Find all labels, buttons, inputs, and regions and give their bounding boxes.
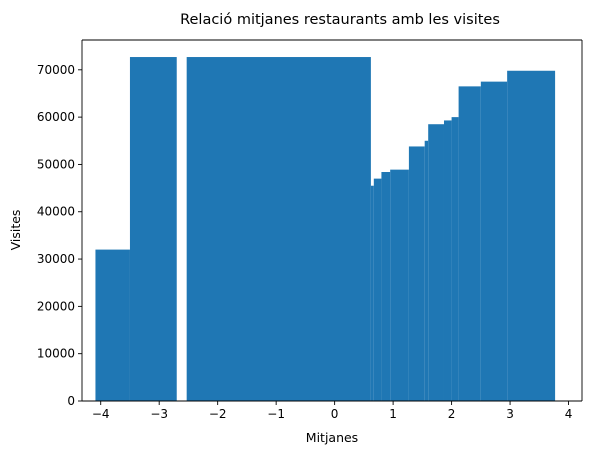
y-tick-label: 0: [67, 394, 75, 408]
bar-3: [370, 185, 374, 401]
y-tick-label: 40000: [37, 205, 75, 219]
bar-9: [428, 124, 444, 401]
x-tick-label: 2: [448, 407, 456, 421]
x-axis-label: Mitjanes: [306, 430, 358, 445]
bar-13: [480, 81, 508, 401]
x-tick-label: 3: [506, 407, 514, 421]
y-tick-label: 30000: [37, 252, 75, 266]
bar-0: [95, 249, 130, 401]
y-tick-label: 50000: [37, 157, 75, 171]
x-tick-label: 4: [565, 407, 573, 421]
bar-8: [424, 140, 429, 401]
y-tick-label: 20000: [37, 299, 75, 313]
x-tick-label: 1: [389, 407, 397, 421]
y-tick-label: 70000: [37, 63, 75, 77]
bar-12: [458, 86, 481, 401]
bar-4: [373, 178, 382, 401]
x-tick-label: −4: [92, 407, 110, 421]
x-axis-ticks: −4 −3 −2 −1 0 1 2 3 4: [92, 401, 573, 421]
y-tick-label: 10000: [37, 347, 75, 361]
x-tick-label: −3: [150, 407, 168, 421]
bar-7: [408, 146, 425, 401]
x-tick-label: −2: [209, 407, 227, 421]
x-tick-label: 0: [331, 407, 339, 421]
bars-group: [95, 57, 556, 402]
bar-10: [443, 120, 452, 402]
bar-2: [186, 57, 371, 401]
bar-14: [507, 70, 556, 401]
bar-6: [390, 169, 409, 401]
bar-1: [129, 57, 177, 401]
x-tick-label: −1: [267, 407, 285, 421]
bar-5: [381, 172, 391, 401]
y-axis-label: Visites: [8, 210, 23, 251]
axes-frame: [81, 39, 583, 402]
y-axis-ticks: 0 10000 20000 30000 40000 50000 60000 70000: [37, 63, 82, 408]
bar-11: [451, 117, 459, 401]
y-tick-label: 60000: [37, 110, 75, 124]
chart-title: Relació mitjanes restaurants amb les vis…: [180, 12, 500, 28]
